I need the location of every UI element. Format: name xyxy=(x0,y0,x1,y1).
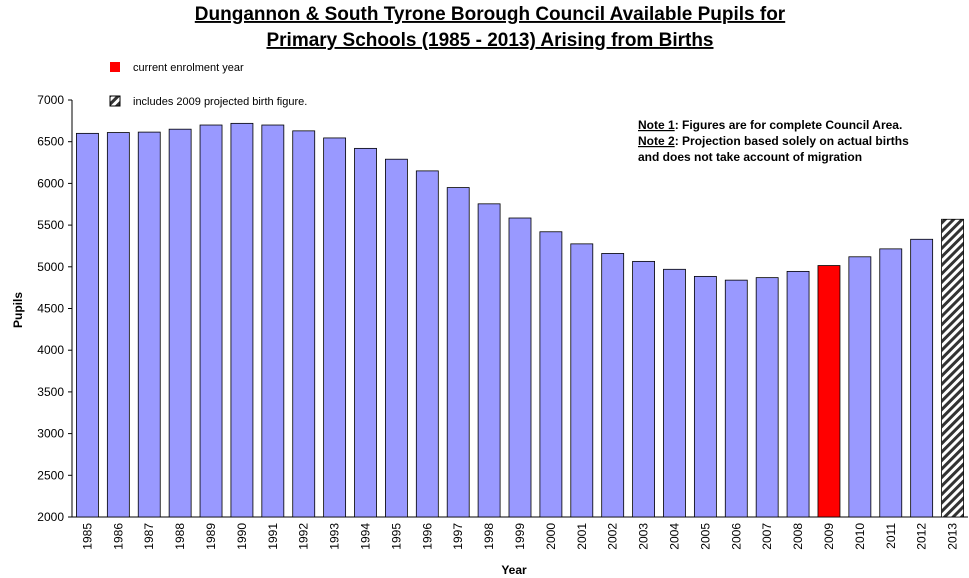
bar xyxy=(292,130,316,518)
x-tick-label: 1996 xyxy=(420,523,434,550)
chart-title: Dungannon & South Tyrone Borough Council… xyxy=(195,4,786,25)
legend-swatch xyxy=(110,62,120,72)
x-tick-label: 1995 xyxy=(389,523,403,550)
bar xyxy=(755,277,779,518)
note: Note 2: Projection based solely on actua… xyxy=(638,134,909,148)
bar xyxy=(323,137,347,518)
y-tick-label: 5500 xyxy=(37,218,64,232)
note: Note 1: Figures are for complete Council… xyxy=(638,118,902,132)
x-tick-label: 2011 xyxy=(884,523,898,549)
bar xyxy=(137,131,161,518)
note-label: Note 1 xyxy=(638,118,675,132)
y-tick-label: 4500 xyxy=(37,302,64,316)
x-tick-label: 2005 xyxy=(698,523,712,550)
bar xyxy=(385,158,408,518)
x-tick-label: 2008 xyxy=(791,523,805,550)
x-tick-label: 2006 xyxy=(729,523,743,550)
bar xyxy=(199,124,223,518)
y-tick-label: 2000 xyxy=(37,510,64,524)
y-tick-label: 7000 xyxy=(37,93,64,107)
bar xyxy=(76,132,99,518)
x-tick-label: 2000 xyxy=(544,523,558,550)
bar xyxy=(693,275,717,518)
x-tick-label: 2003 xyxy=(637,523,651,550)
bar xyxy=(570,243,594,518)
x-axis-title: Year xyxy=(501,563,527,577)
x-tick-label: 1991 xyxy=(266,523,280,550)
x-tick-label: 1990 xyxy=(235,523,249,550)
bar xyxy=(261,124,285,518)
bar xyxy=(508,217,532,518)
legend-swatch xyxy=(109,95,121,107)
note-text: : Projection based solely on actual birt… xyxy=(675,134,909,148)
y-tick-label: 5000 xyxy=(37,260,64,274)
bar xyxy=(879,248,903,518)
x-tick-label: 1994 xyxy=(359,523,373,550)
x-tick-label: 1998 xyxy=(482,523,496,550)
x-tick-label: 2002 xyxy=(606,523,620,550)
x-tick-label: 1997 xyxy=(451,523,465,550)
bar xyxy=(632,260,655,518)
x-tick-label: 1985 xyxy=(80,523,94,550)
x-tick-label: 2007 xyxy=(760,523,774,550)
y-tick-label: 2500 xyxy=(37,468,64,482)
chart-title: Primary Schools (1985 - 2013) Arising fr… xyxy=(266,30,713,51)
x-tick-label: 1986 xyxy=(111,523,125,550)
legend-label: current enrolment year xyxy=(133,62,244,74)
bar xyxy=(354,147,377,518)
y-tick-label: 3000 xyxy=(37,427,64,441)
bar xyxy=(941,218,964,518)
bar xyxy=(477,203,501,518)
x-tick-label: 2013 xyxy=(946,523,960,550)
y-tick-label: 6000 xyxy=(37,176,64,190)
bar xyxy=(817,265,841,518)
bar xyxy=(848,256,872,518)
x-tick-label: 1988 xyxy=(173,523,187,550)
y-axis-title: Pupils xyxy=(11,292,25,328)
bar xyxy=(539,231,563,518)
x-tick-label: 1987 xyxy=(142,523,156,550)
legend-label: includes 2009 projected birth figure. xyxy=(133,96,307,108)
bar xyxy=(168,128,192,518)
note-text: and does not take account of migration xyxy=(638,150,862,164)
bar xyxy=(446,187,470,518)
y-tick-label: 3500 xyxy=(37,385,64,399)
x-tick-label: 2009 xyxy=(822,523,836,550)
note: and does not take account of migration xyxy=(638,150,862,164)
x-tick-label: 2001 xyxy=(575,523,589,550)
bar xyxy=(230,122,254,518)
x-tick-label: 2010 xyxy=(853,523,867,550)
x-tick-label: 2004 xyxy=(667,523,681,550)
bar xyxy=(106,132,130,518)
x-tick-label: 1993 xyxy=(328,523,342,550)
y-tick-label: 4000 xyxy=(37,343,64,357)
x-tick-label: 1999 xyxy=(513,523,527,550)
bar xyxy=(910,238,934,518)
bar xyxy=(724,279,748,518)
bar xyxy=(786,270,810,518)
note-text: : Figures are for complete Council Area. xyxy=(675,118,903,132)
y-tick-label: 6500 xyxy=(37,135,64,149)
bar xyxy=(663,268,686,518)
bar xyxy=(601,253,625,518)
bar xyxy=(415,170,439,518)
note-label: Note 2 xyxy=(638,134,675,148)
x-tick-label: 1989 xyxy=(204,523,218,550)
x-tick-label: 1992 xyxy=(297,523,311,550)
x-tick-label: 2012 xyxy=(915,523,929,550)
